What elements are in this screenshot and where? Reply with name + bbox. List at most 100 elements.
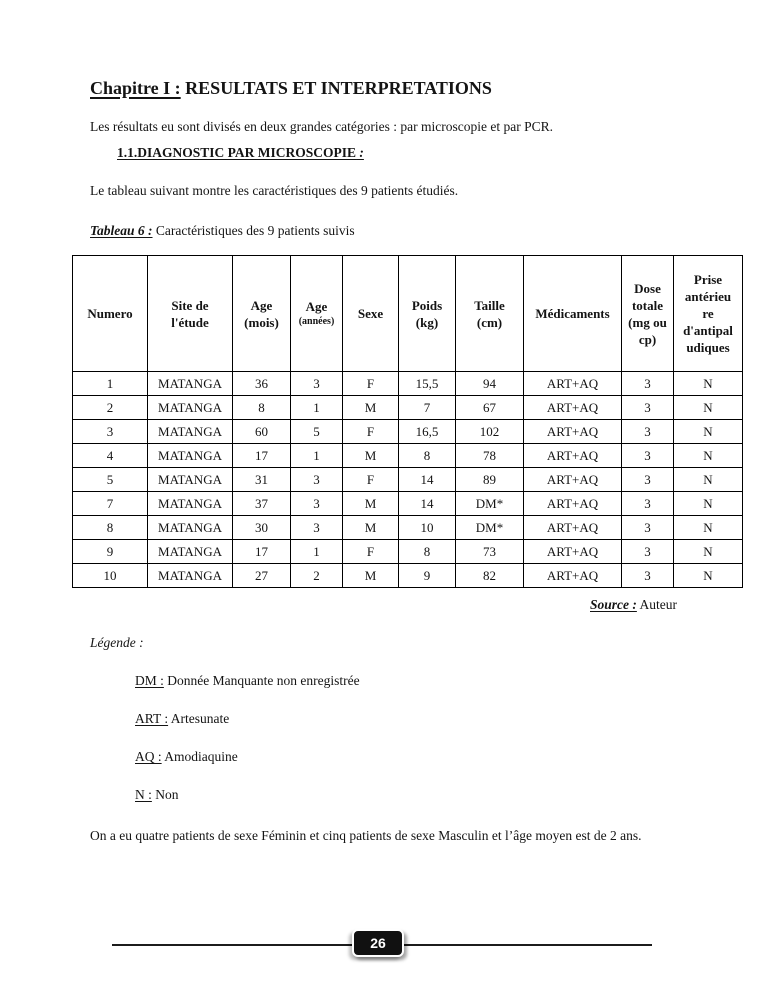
chapter-heading: Chapitre I : RESULTATS ET INTERPRETATION… [90, 76, 677, 100]
table-cell: 3 [290, 515, 343, 540]
legend-item-art: ART : Artesunate [135, 709, 677, 729]
table-row: 3 MATANGA 60 5 F 16,5 102 ART+AQ 3 N [72, 419, 743, 444]
table-cell: 3 [290, 467, 343, 492]
table-cell: MATANGA [147, 563, 233, 588]
table-cell: 1 [290, 539, 343, 564]
table-cell: N [673, 539, 743, 564]
legend-item-aq: AQ : Amodiaquine [135, 747, 677, 767]
table-cell: 82 [455, 563, 524, 588]
table-cell: 30 [232, 515, 291, 540]
table-cell: 2 [290, 563, 343, 588]
table-cell: 3 [290, 491, 343, 516]
legend-text-art: Artesunate [168, 711, 230, 726]
table-cell: 1 [72, 371, 148, 396]
table-cell: 1 [290, 443, 343, 468]
table-row: 10 MATANGA 27 2 M 9 82 ART+AQ 3 N [72, 563, 743, 588]
table-cell: 89 [455, 467, 524, 492]
table-row: 2 MATANGA 8 1 M 7 67 ART+AQ 3 N [72, 395, 743, 420]
table-cell: ART+AQ [523, 395, 622, 420]
table-cell: N [673, 467, 743, 492]
table-cell: F [342, 539, 399, 564]
column-header: Médicaments [523, 255, 622, 372]
table-cell: 27 [232, 563, 291, 588]
table-head: Numero Site de l'étude Age (mois) Age (années)… [72, 255, 743, 372]
table-row: 9 MATANGA 17 1 F 8 73 ART+AQ 3 N [72, 539, 743, 564]
table-row: 7 MATANGA 37 3 M 14 DM* ART+AQ 3 N [72, 491, 743, 516]
table-cell: 10 [72, 563, 148, 588]
table-row: 5 MATANGA 31 3 F 14 89 ART+AQ 3 N [72, 467, 743, 492]
section-heading-label: 1.1.DIAGNOSTIC PAR MICROSCOPIE [117, 145, 357, 160]
legend-item-n: N : Non [135, 785, 677, 805]
table-cell: 3 [621, 491, 674, 516]
legend-abbr-art: ART : [135, 711, 169, 726]
table-cell: 7 [398, 395, 456, 420]
table-row: 8 MATANGA 30 3 M 10 DM* ART+AQ 3 N [72, 515, 743, 540]
table-cell: ART+AQ [523, 371, 622, 396]
table-cell: F [342, 419, 399, 444]
source-text: Auteur [636, 597, 678, 612]
table-cell: N [673, 371, 743, 396]
table-cell: 8 [398, 443, 456, 468]
table-cell: 3 [290, 371, 343, 396]
table-cell: M [342, 515, 399, 540]
table-cell: 94 [455, 371, 524, 396]
table-cell: N [673, 491, 743, 516]
table-cell: 3 [621, 515, 674, 540]
table-cell: 9 [72, 539, 148, 564]
table-cell: 60 [232, 419, 291, 444]
table-cell: N [673, 563, 743, 588]
table-cell: 14 [398, 467, 456, 492]
column-header: Poids (kg) [398, 255, 456, 372]
table-cell: 3 [621, 419, 674, 444]
table-cell: N [673, 515, 743, 540]
table-cell: 2 [72, 395, 148, 420]
table-cell: 16,5 [398, 419, 456, 444]
table-cell: MATANGA [147, 467, 233, 492]
closing-paragraph: On a eu quatre patients de sexe Féminin … [90, 828, 642, 843]
intro-paragraph: Les résultats eu sont divisés en deux gr… [90, 119, 554, 134]
legend-abbr-n: N : [135, 787, 152, 802]
table-cell: 102 [455, 419, 524, 444]
table-cell: 15,5 [398, 371, 456, 396]
table-cell: 1 [290, 395, 343, 420]
section-heading-colon: : [356, 145, 364, 160]
table-cell: DM* [455, 491, 524, 516]
legend-abbr-dm: DM : [135, 673, 164, 688]
chapter-title-text: RESULTATS ET INTERPRETATIONS [180, 78, 492, 98]
column-header: Site de l'étude [147, 255, 233, 372]
table-cell: MATANGA [147, 515, 233, 540]
table-cell: MATANGA [147, 419, 233, 444]
table-cell: N [673, 443, 743, 468]
table-cell: 17 [232, 443, 291, 468]
table-cell: 3 [621, 563, 674, 588]
table-cell: 37 [232, 491, 291, 516]
table-cell: 31 [232, 467, 291, 492]
column-header: Dose totale (mg ou cp) [621, 255, 674, 372]
table-cell: 8 [72, 515, 148, 540]
table-cell: ART+AQ [523, 419, 622, 444]
table-cell: 36 [232, 371, 291, 396]
table-cell: 3 [621, 443, 674, 468]
column-header: Sexe [342, 255, 399, 372]
table-cell: 9 [398, 563, 456, 588]
table-caption-text: Caractéristiques des 9 patients suivis [152, 223, 355, 238]
table-cell: 14 [398, 491, 456, 516]
document-content: Chapitre I : RESULTATS ET INTERPRETATION… [0, 76, 765, 850]
column-header: Age (années) [290, 255, 343, 372]
table-cell: ART+AQ [523, 563, 622, 588]
table-cell: F [342, 467, 399, 492]
table-cell: M [342, 443, 399, 468]
table-cell: ART+AQ [523, 539, 622, 564]
legend-text-n: Non [151, 787, 179, 802]
legend-title: Légende : [90, 635, 144, 650]
legend-text-aq: Amodiaquine [161, 749, 238, 764]
table-cell: 78 [455, 443, 524, 468]
table-cell: 3 [621, 539, 674, 564]
section-heading: 1.1.DIAGNOSTIC PAR MICROSCOPIE : [117, 143, 677, 163]
table-cell: 5 [290, 419, 343, 444]
table-cell: 8 [398, 539, 456, 564]
table-caption-label: Tableau 6 : [90, 223, 153, 238]
table-header-row: Numero Site de l'étude Age (mois) Age (années)… [72, 255, 743, 372]
table-cell: 3 [621, 395, 674, 420]
